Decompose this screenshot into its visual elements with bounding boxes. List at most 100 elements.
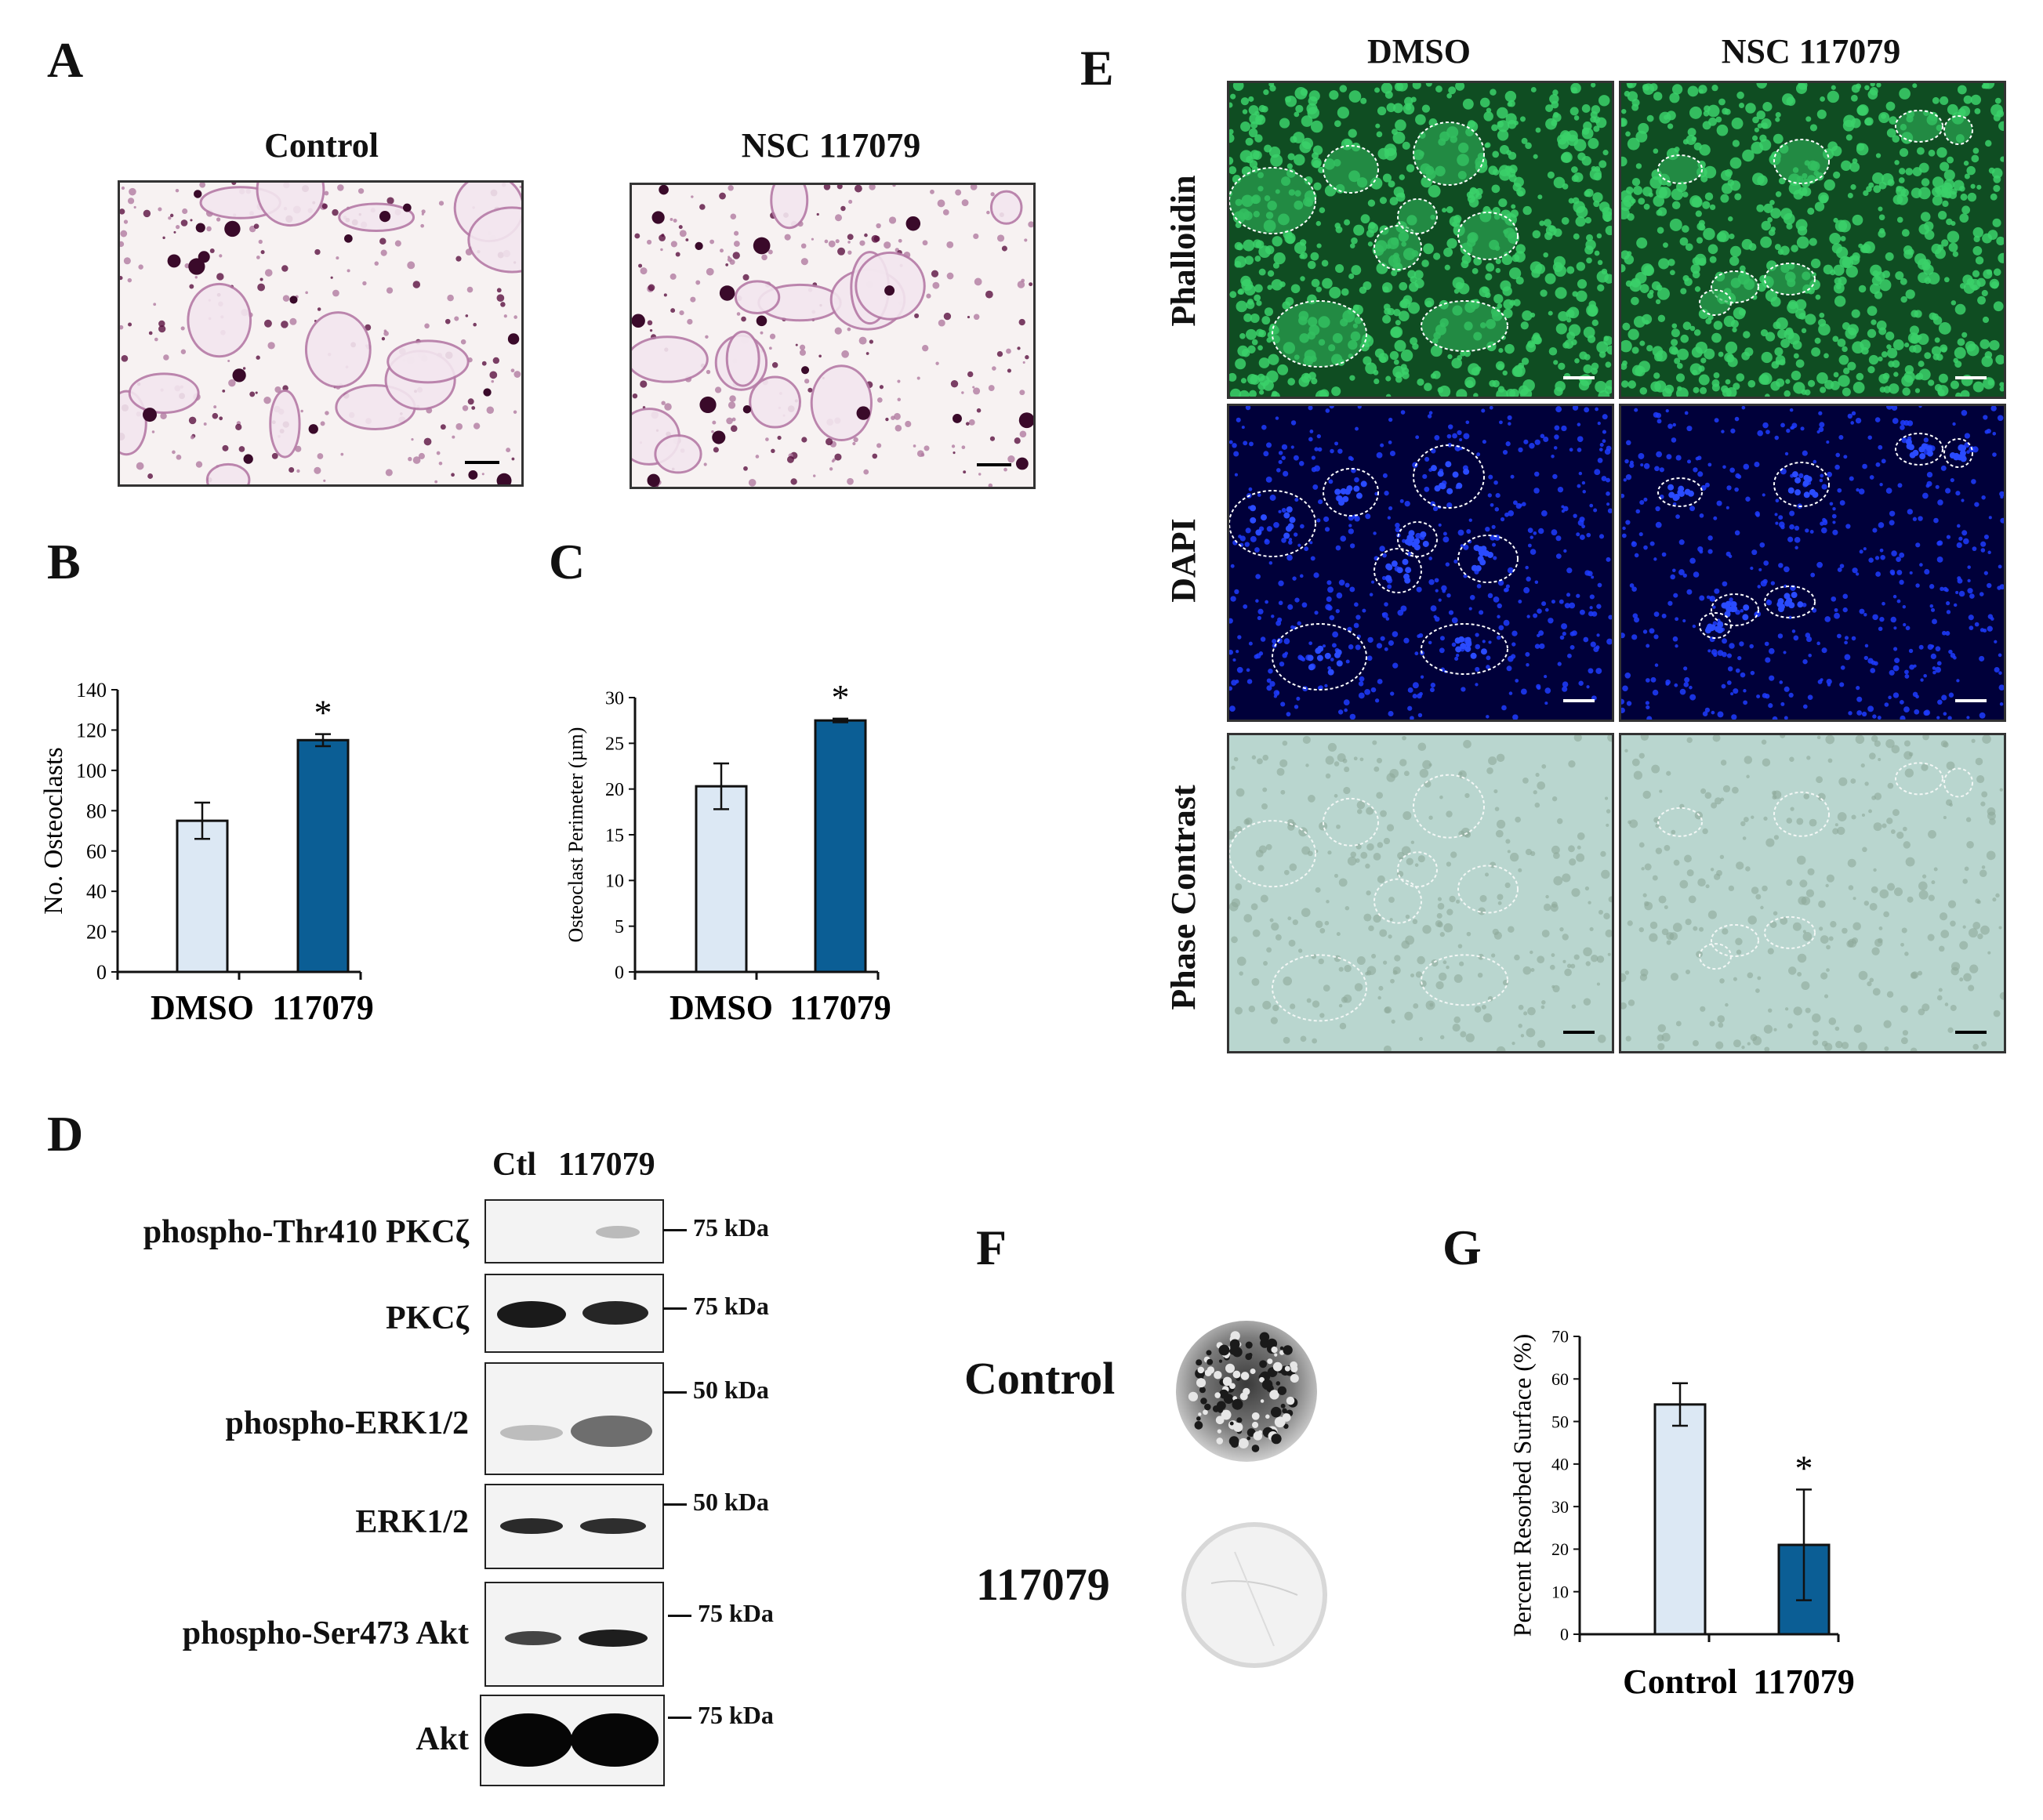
nucleus-cluster	[1386, 564, 1393, 571]
stain-speck	[506, 448, 511, 453]
resorption-pit	[1245, 1353, 1253, 1361]
cell-dot	[1279, 281, 1286, 288]
cell-dot	[1343, 699, 1350, 706]
cell-dot	[1410, 716, 1414, 720]
cell-dot	[1497, 386, 1505, 393]
cell-dot	[1549, 964, 1555, 970]
cell-dot	[1384, 147, 1397, 161]
cell-dot	[1733, 977, 1737, 981]
cell-dot	[1977, 295, 1986, 305]
cell-dot	[1862, 463, 1867, 470]
cell-dot	[1229, 440, 1233, 444]
cell-dot	[1272, 639, 1277, 644]
cell-dot	[1889, 510, 1896, 517]
cell-dot	[1878, 444, 1883, 450]
cell-dot	[1761, 739, 1767, 745]
cell-dot	[1682, 274, 1689, 282]
cell-dot	[1365, 362, 1377, 375]
cell-dot	[1517, 190, 1524, 197]
dark-stain-cell	[188, 258, 205, 275]
cell-dot	[1819, 478, 1823, 483]
cell-dot	[1744, 756, 1753, 764]
cell-dot	[1689, 557, 1696, 564]
cell-dot	[1588, 901, 1591, 905]
micrograph-background	[1229, 735, 1612, 1051]
cell-dot	[1425, 83, 1432, 87]
nucleus-cluster	[1307, 654, 1314, 662]
stain-speck	[259, 277, 263, 281]
cell-dot	[1327, 586, 1334, 593]
cell-dot	[1229, 372, 1237, 382]
cell-dot	[1468, 607, 1472, 611]
stain-speck	[811, 237, 815, 241]
cell-dot	[1759, 542, 1765, 548]
cell-dot	[1399, 174, 1405, 180]
cell-dot	[1544, 687, 1551, 694]
cell-dot	[1248, 105, 1259, 115]
resorption-pit	[1259, 1360, 1268, 1369]
cell-dot	[1957, 524, 1961, 528]
cell-dot	[1993, 268, 2001, 277]
cell-dot	[1878, 111, 1890, 124]
cell-dot	[1702, 711, 1708, 716]
cell-dot	[1265, 476, 1272, 483]
cell-dot	[1387, 584, 1392, 589]
cell-dot	[1899, 552, 1905, 558]
cell-dot	[1234, 241, 1243, 251]
cell-dot	[1721, 683, 1726, 689]
cell-dot	[1347, 856, 1357, 866]
cell-dot	[1234, 1006, 1243, 1015]
cell-dot	[1589, 503, 1594, 508]
cell-dot	[1869, 977, 1874, 983]
cell-dot	[1551, 845, 1560, 854]
nucleus-cluster	[1446, 488, 1453, 495]
stain-speck	[123, 257, 131, 265]
resorption-pit	[1197, 1366, 1205, 1374]
stain-speck	[942, 209, 949, 216]
osteoclast-outline	[1773, 139, 1830, 184]
cell-dot	[1831, 513, 1837, 519]
cell-dot	[1675, 514, 1680, 519]
stain-speck	[755, 455, 760, 459]
cell-dot	[1606, 491, 1610, 496]
cell-dot	[1477, 972, 1483, 978]
cell-dot	[1869, 86, 1878, 96]
cell-dot	[1649, 921, 1658, 930]
cell-dot	[1862, 847, 1867, 853]
cell-dot	[1710, 868, 1715, 872]
nucleus-cluster	[1255, 529, 1262, 536]
cell-dot	[1921, 874, 1927, 879]
cell-dot	[1807, 207, 1815, 216]
resorption-pit	[1259, 1376, 1265, 1383]
stain-speck	[913, 444, 916, 448]
cell-dot	[1817, 792, 1826, 801]
cell-dot	[1573, 954, 1580, 960]
cell-dot	[1991, 168, 2003, 179]
cell-dot	[1726, 653, 1733, 658]
cell-dot	[1755, 511, 1760, 517]
cell-dot	[1977, 934, 1983, 940]
cell-dot	[1631, 758, 1640, 767]
cell-dot	[1641, 867, 1645, 871]
cell-dot	[1998, 926, 2002, 930]
cell-dot	[1841, 160, 1852, 172]
cell-dot	[1786, 223, 1793, 230]
cell-dot	[1374, 348, 1384, 358]
dark-stain-cell	[1015, 457, 1029, 470]
resorption-pit	[1215, 1416, 1225, 1425]
stain-speck	[706, 369, 711, 375]
stain-speck	[967, 371, 974, 378]
resorption-pit	[1290, 1361, 1298, 1369]
cell-dot	[1592, 192, 1603, 203]
cell-dot	[1566, 593, 1571, 597]
osteoclast-outline	[1397, 521, 1438, 557]
cell-dot	[1878, 758, 1882, 762]
cell-dot	[1501, 705, 1507, 711]
cell-dot	[1381, 83, 1393, 94]
dark-stain-cell	[742, 404, 752, 414]
resorption-pit	[1274, 1416, 1286, 1428]
cell-dot	[1454, 656, 1459, 661]
cell-dot	[1760, 236, 1773, 248]
cell-dot	[1594, 469, 1601, 476]
cell-dot	[1907, 332, 1919, 344]
